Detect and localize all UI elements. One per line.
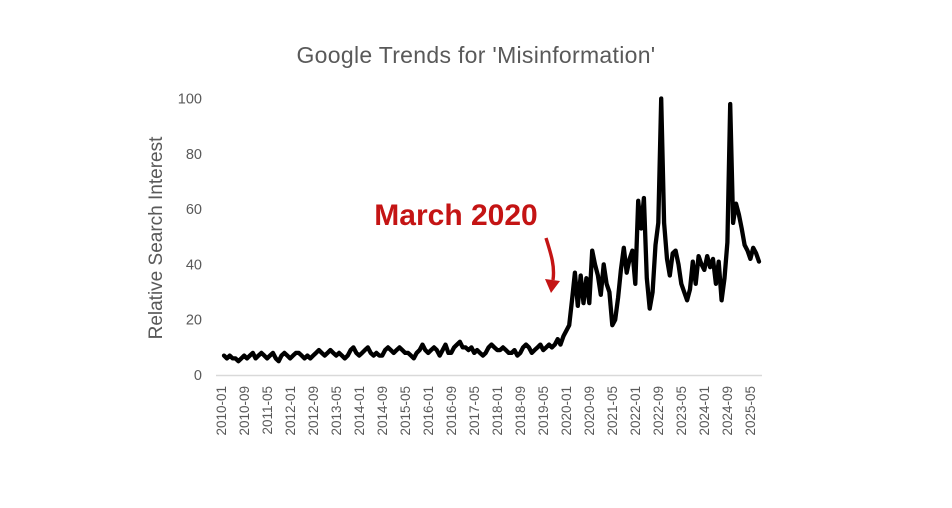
- x-tick-label: 2015-05: [398, 386, 413, 436]
- annotation-label: March 2020: [374, 199, 538, 232]
- x-tick-label: 2023-05: [674, 386, 689, 436]
- x-tick-label: 2014-01: [352, 386, 367, 436]
- x-tick-label: 2020-09: [582, 386, 597, 436]
- y-tick-label: 40: [186, 257, 202, 273]
- x-tick-label: 2010-01: [214, 386, 229, 436]
- x-tick-label: 2014-09: [375, 386, 390, 436]
- trend-line: [221, 96, 762, 364]
- y-tick-label: 100: [178, 92, 202, 108]
- x-tick-label: 2018-01: [490, 386, 505, 436]
- x-tick-label: 2018-09: [513, 386, 528, 436]
- x-tick-label: 2022-09: [651, 386, 666, 436]
- y-tick-label: 20: [186, 313, 202, 329]
- y-tick-label: 60: [186, 202, 202, 218]
- y-tick-label: 0: [194, 368, 202, 384]
- x-tick-label: 2016-01: [421, 386, 436, 436]
- x-tick-label: 2016-09: [444, 386, 459, 436]
- x-tick-label: 2011-05: [260, 386, 275, 435]
- x-tick-label: 2017-05: [467, 386, 482, 436]
- annotation-arrowhead: [545, 279, 560, 293]
- x-tick-label: 2024-09: [720, 386, 735, 436]
- x-tick-label: 2010-09: [237, 386, 252, 436]
- chart-title: Google Trends for 'Misinformation': [296, 42, 656, 68]
- x-tick-label: 2013-05: [329, 386, 344, 436]
- x-tick-label: 2022-01: [628, 386, 643, 436]
- x-tick-label: 2012-09: [306, 386, 321, 436]
- x-tick-label: 2024-01: [697, 386, 712, 436]
- x-tick-label: 2012-01: [283, 386, 298, 436]
- annotation-arrow: [544, 237, 556, 281]
- y-tick-label: 80: [186, 147, 202, 163]
- x-tick-label: 2019-05: [536, 386, 551, 436]
- x-tick-label: 2025-05: [743, 386, 758, 436]
- x-tick-label: 2021-05: [605, 386, 620, 436]
- x-tick-label: 2020-01: [559, 386, 574, 436]
